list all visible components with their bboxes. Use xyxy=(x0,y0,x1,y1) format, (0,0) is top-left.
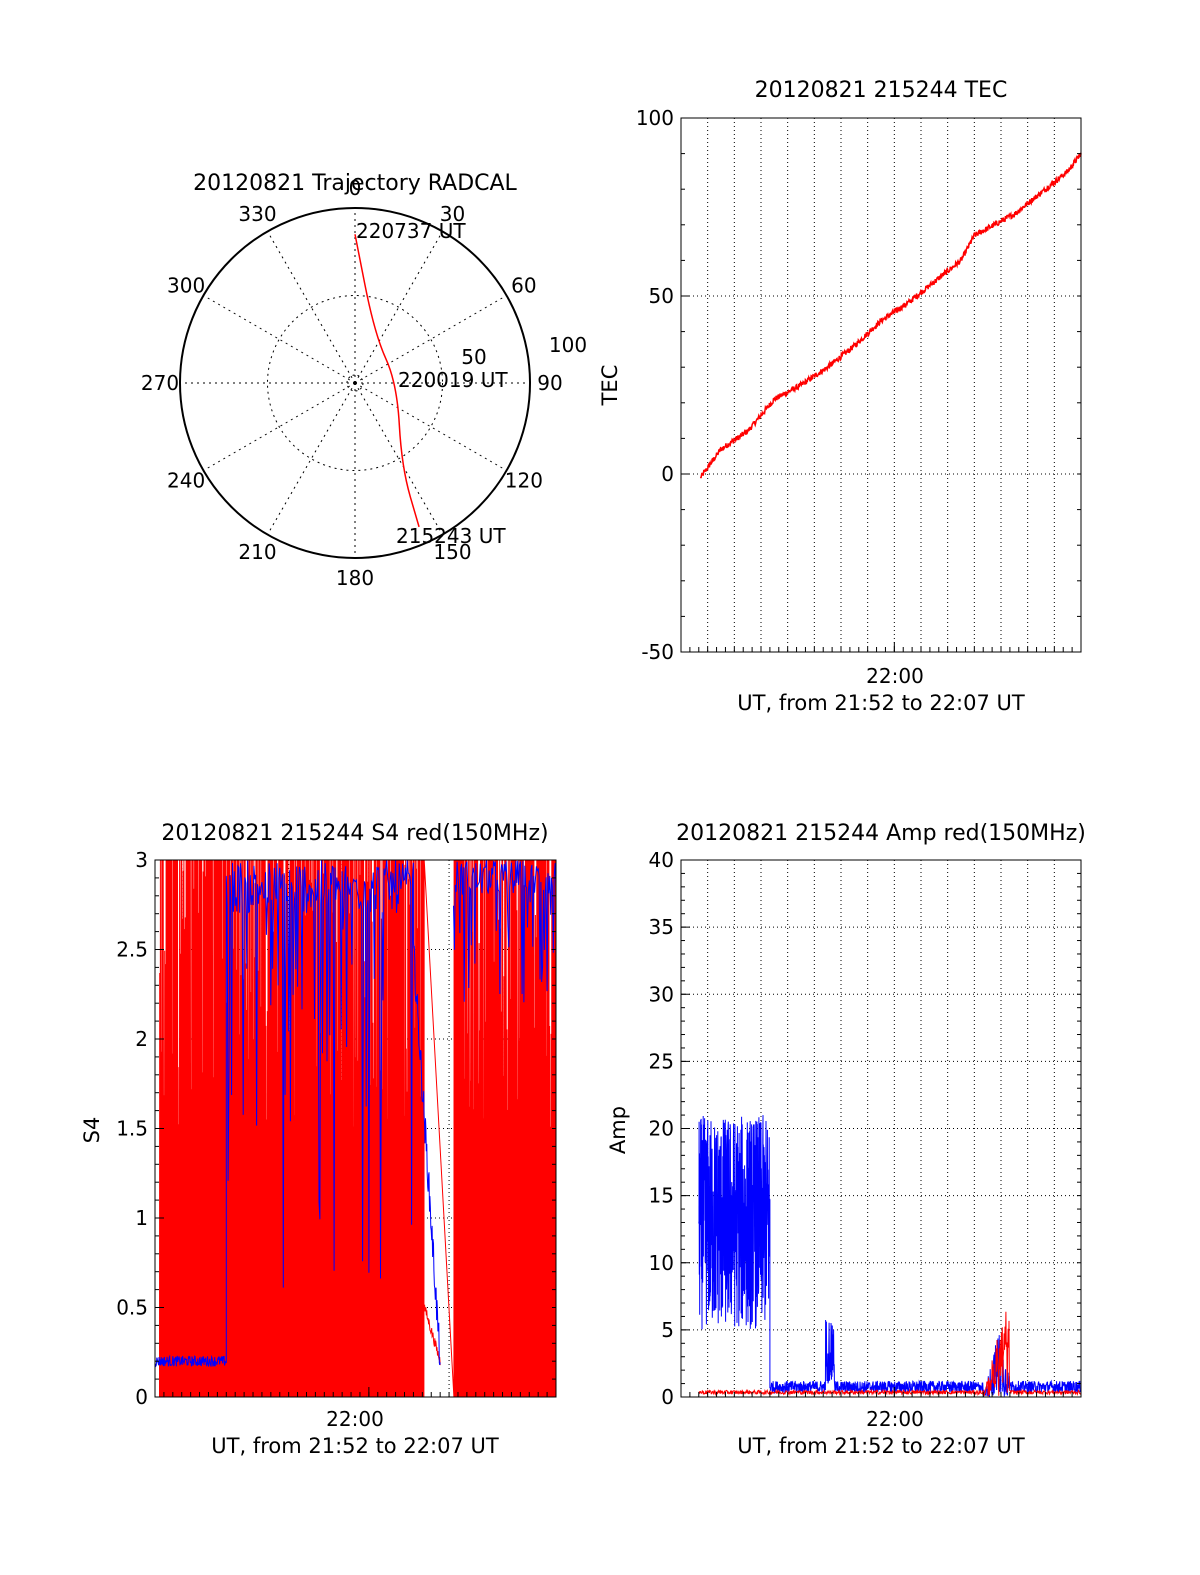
y-tick-label: 0 xyxy=(661,1385,674,1409)
amp-title: 20120821 215244 Amp red(150MHz) xyxy=(676,821,1086,846)
polar-angle-label: 0 xyxy=(349,176,362,200)
polar-spoke xyxy=(203,295,356,384)
s4-ticks: 0 0.5 1 1.5 2 2.5 3 xyxy=(116,848,556,1409)
y-tick-label: 40 xyxy=(649,848,674,872)
tec-frame xyxy=(680,117,1082,653)
y-tick-label: 2 xyxy=(135,1027,148,1051)
tec-chart: 20120821 215244 TEC -50 0 50 100 22:00 UT, … xyxy=(598,78,1082,715)
y-tick-label: 15 xyxy=(649,1184,674,1208)
polar-spoke xyxy=(354,295,507,384)
amp-ylabel: Amp xyxy=(606,1106,630,1154)
annotation-215243: 215243 UT xyxy=(396,524,506,548)
tec-xtick-label: 22:00 xyxy=(866,664,924,688)
y-tick-label: 3 xyxy=(135,848,148,872)
s4-blue-series-late xyxy=(453,860,557,1003)
amp-data xyxy=(698,1115,1082,1397)
polar-angle-label: 60 xyxy=(511,274,536,298)
annotation-220737: 220737 UT xyxy=(356,219,466,243)
y-tick-label: 10 xyxy=(649,1251,674,1275)
polar-spoke xyxy=(354,382,507,471)
s4-red-tail xyxy=(424,1304,441,1366)
y-tick-label: 30 xyxy=(649,982,674,1006)
y-tick-label: 2.5 xyxy=(116,938,148,962)
y-tick-label: 50 xyxy=(649,284,674,308)
y-tick-label: 100 xyxy=(636,106,674,130)
polar-outer-circle xyxy=(179,207,531,559)
amp-xtick-label: 22:00 xyxy=(866,1407,924,1431)
amp-xlabel: UT, from 21:52 to 22:07 UT xyxy=(737,1434,1025,1458)
polar-angle-label: 150 xyxy=(433,540,471,564)
polar-spoke xyxy=(267,382,356,535)
y-tick-label: 1 xyxy=(135,1206,148,1230)
trajectory-path xyxy=(354,234,420,528)
s4-title: 20120821 215244 S4 red(150MHz) xyxy=(161,821,548,846)
polar-angle-label: 30 xyxy=(440,202,465,226)
polar-angle-label: 330 xyxy=(238,202,276,226)
polar-spoke xyxy=(354,231,443,384)
tec-series-line xyxy=(699,152,1082,479)
amp-ticks: 0 5 10 15 20 25 30 35 40 xyxy=(649,848,1081,1409)
polar-angle-labels: 0 30 60 90 120 150 180 210 240 270 300 330 xyxy=(141,176,563,590)
s4-red-series xyxy=(159,859,557,1398)
y-tick-label: 35 xyxy=(649,915,674,939)
polar-radius-label-50: 50 xyxy=(461,345,486,369)
polar-angle-label: 120 xyxy=(505,469,543,493)
y-tick-label: 5 xyxy=(661,1318,674,1342)
s4-chart: 20120821 215244 S4 red(150MHz) 0 0.5 1 1.5 2… xyxy=(80,821,557,1458)
amp-chart: 20120821 215244 Amp red(150MHz) 0 5 10 15 20… xyxy=(606,821,1086,1458)
s4-data xyxy=(154,859,557,1398)
y-tick-label: 1.5 xyxy=(116,1117,148,1141)
y-tick-label: 25 xyxy=(649,1049,674,1073)
polar-spoke xyxy=(354,382,443,535)
y-tick-label: 0.5 xyxy=(116,1296,148,1320)
polar-angle-label: 240 xyxy=(167,469,205,493)
tec-grid xyxy=(681,118,1081,652)
y-tick-label: 0 xyxy=(661,462,674,486)
tec-ticks: -50 0 50 100 xyxy=(636,106,1081,664)
amp-red-series xyxy=(698,1311,1082,1397)
tec-xlabel: UT, from 21:52 to 22:07 UT xyxy=(737,691,1025,715)
polar-angle-label: 210 xyxy=(238,540,276,564)
polar-radius-label-100: 100 xyxy=(549,333,587,357)
annotation-220019: 220019 UT xyxy=(398,368,508,392)
polar-angle-label: 270 xyxy=(141,371,179,395)
polar-angle-label: 180 xyxy=(336,566,374,590)
trajectory-chart: 20120821 Trajectory RADCAL 0 30 60 90 120 150… xyxy=(141,171,587,590)
polar-angle-label: 90 xyxy=(537,371,562,395)
y-tick-label: -50 xyxy=(641,640,674,664)
tec-title: 20120821 215244 TEC xyxy=(755,78,1008,103)
polar-spoke xyxy=(267,231,356,384)
amp-blue-series xyxy=(698,1115,1082,1397)
tec-ylabel: TEC xyxy=(598,365,622,407)
trajectory-title: 20120821 Trajectory RADCAL xyxy=(193,171,517,196)
polar-grid xyxy=(180,208,530,558)
y-tick-label: 0 xyxy=(135,1385,148,1409)
polar-grid-circle xyxy=(267,295,443,471)
y-tick-label: 20 xyxy=(649,1117,674,1141)
s4-ylabel: S4 xyxy=(80,1117,104,1144)
s4-xtick-label: 22:00 xyxy=(326,1407,384,1431)
polar-angle-label: 300 xyxy=(167,274,205,298)
polar-spoke xyxy=(203,382,356,471)
s4-blue-series xyxy=(154,860,441,1368)
s4-xlabel: UT, from 21:52 to 22:07 UT xyxy=(211,1434,499,1458)
